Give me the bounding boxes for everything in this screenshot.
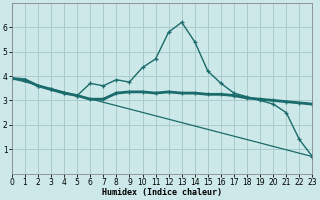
X-axis label: Humidex (Indice chaleur): Humidex (Indice chaleur): [102, 188, 222, 197]
